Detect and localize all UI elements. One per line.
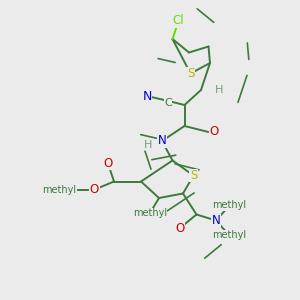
Text: O: O <box>103 157 112 170</box>
Text: methyl: methyl <box>212 200 247 211</box>
Text: N: N <box>142 90 152 103</box>
Text: S: S <box>190 169 197 182</box>
Text: O: O <box>209 125 218 139</box>
Text: methyl: methyl <box>133 208 167 218</box>
Text: N: N <box>212 214 220 227</box>
Text: methyl: methyl <box>212 230 247 241</box>
Text: methyl: methyl <box>42 184 76 195</box>
Text: S: S <box>187 67 194 80</box>
Text: Cl: Cl <box>173 14 184 28</box>
Text: H: H <box>144 140 153 150</box>
Text: H: H <box>215 85 223 95</box>
Text: N: N <box>158 134 166 148</box>
Text: O: O <box>176 221 184 235</box>
Text: C: C <box>164 98 172 108</box>
Text: O: O <box>90 183 99 196</box>
